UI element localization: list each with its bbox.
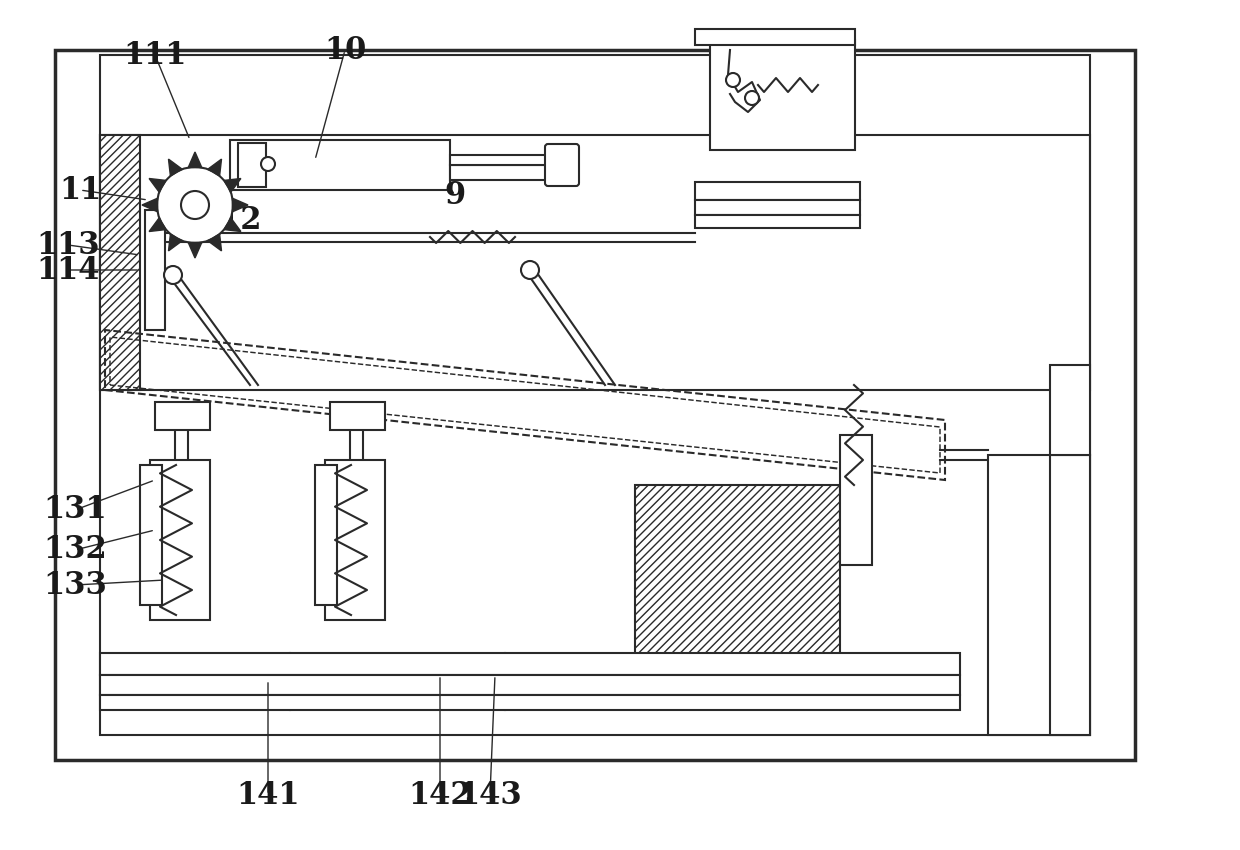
Text: 11: 11 [58, 174, 102, 206]
Bar [330, 402, 384, 430]
Text: 143: 143 [458, 779, 522, 811]
Bar [988, 455, 1090, 735]
Circle shape [260, 157, 275, 171]
Polygon shape [224, 178, 241, 192]
Text: 10: 10 [324, 35, 366, 65]
Bar [1050, 365, 1090, 455]
Bar [450, 155, 551, 165]
Circle shape [745, 91, 759, 105]
Bar [150, 460, 210, 620]
Bar [100, 695, 960, 710]
Polygon shape [143, 198, 157, 212]
Bar [229, 140, 450, 190]
FancyBboxPatch shape [546, 144, 579, 186]
Text: 114: 114 [36, 254, 99, 286]
Polygon shape [169, 234, 182, 251]
Bar [711, 40, 856, 150]
Bar [694, 200, 861, 215]
Polygon shape [232, 198, 248, 212]
Bar [100, 135, 1090, 390]
Bar [145, 210, 165, 330]
Bar [155, 402, 210, 430]
Text: 142: 142 [408, 779, 471, 811]
Text: 133: 133 [43, 570, 107, 600]
Text: 132: 132 [43, 535, 107, 565]
Text: 9: 9 [444, 179, 465, 211]
Polygon shape [169, 159, 182, 176]
Circle shape [521, 261, 539, 279]
Polygon shape [224, 218, 241, 231]
Bar [1050, 455, 1090, 735]
Bar [635, 485, 839, 665]
Bar [450, 165, 551, 180]
Polygon shape [149, 218, 166, 231]
Bar [100, 135, 140, 390]
Text: 111: 111 [123, 39, 187, 71]
Circle shape [157, 167, 233, 243]
Circle shape [164, 266, 182, 284]
Polygon shape [208, 159, 222, 176]
Bar [100, 55, 1090, 735]
Circle shape [181, 191, 210, 219]
Text: 131: 131 [43, 495, 107, 525]
Text: 113: 113 [36, 230, 99, 260]
Bar [839, 435, 872, 565]
Bar [694, 29, 856, 45]
Circle shape [725, 73, 740, 87]
Bar [100, 675, 960, 695]
Bar [610, 675, 866, 690]
Bar [315, 465, 337, 605]
Bar [100, 653, 960, 675]
Polygon shape [149, 178, 166, 192]
Bar [694, 215, 861, 228]
Polygon shape [208, 234, 222, 251]
Bar [325, 460, 384, 620]
Text: 141: 141 [237, 779, 300, 811]
Polygon shape [188, 242, 202, 258]
Bar [140, 465, 162, 605]
Bar [610, 657, 866, 675]
Text: 112: 112 [198, 205, 262, 235]
Polygon shape [188, 152, 202, 167]
Bar [55, 50, 1135, 760]
Bar [238, 143, 267, 187]
Bar [694, 182, 861, 200]
